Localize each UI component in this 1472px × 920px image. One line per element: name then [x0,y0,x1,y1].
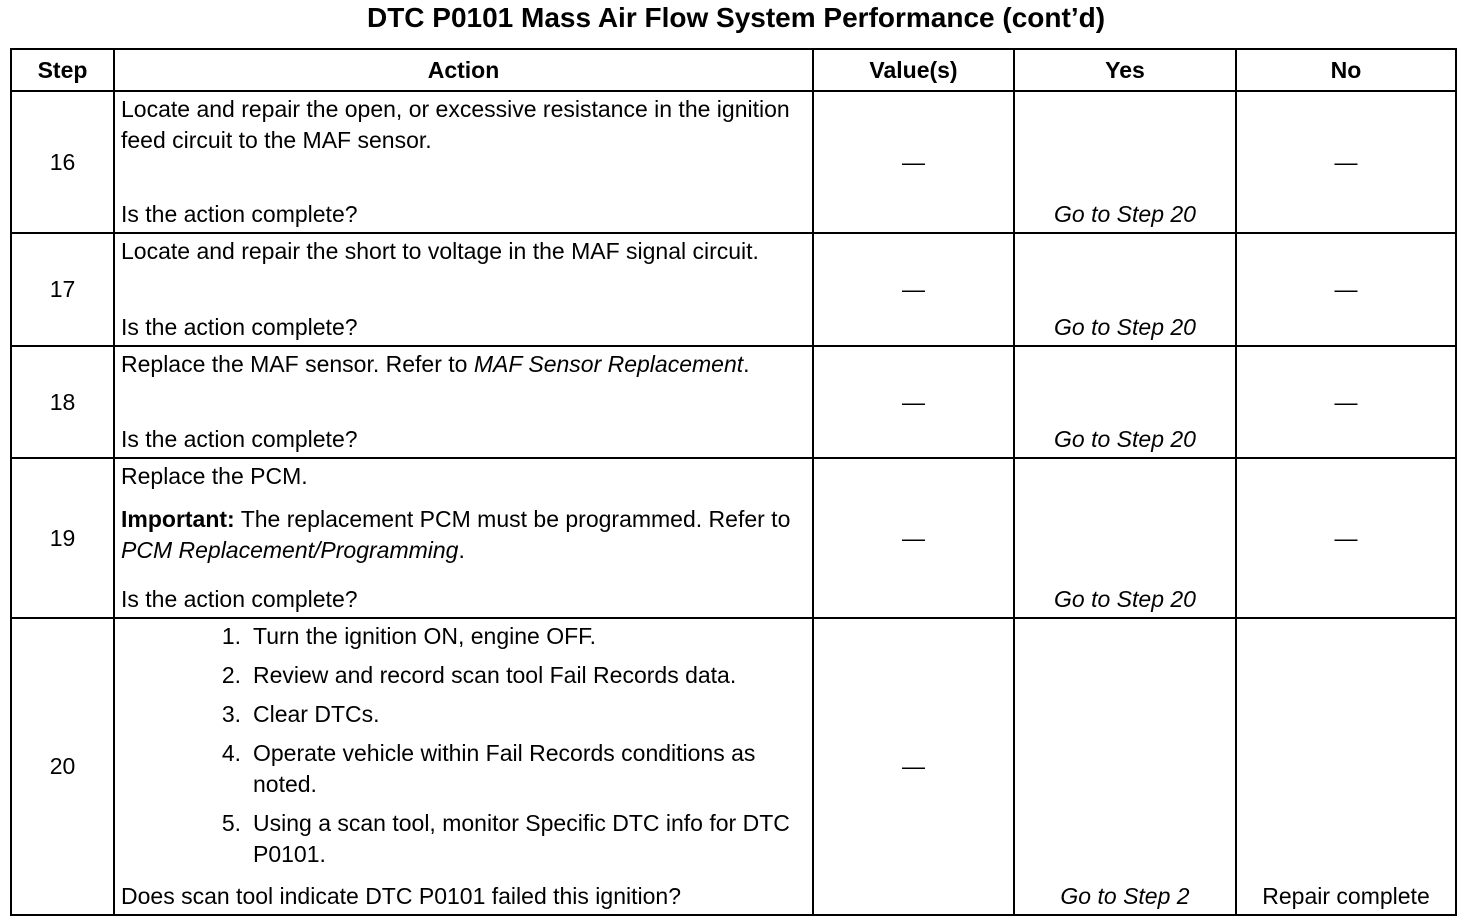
paragraph: Important: The replacement PCM must be p… [121,504,806,566]
text-run: The replacement PCM must be programmed. … [234,506,791,532]
action-cell: Replace the PCM. Important: The replaceme… [113,457,814,619]
list-item: 1. Turn the ignition ON, engine OFF. [181,621,806,652]
action-cell: 1. Turn the ignition ON, engine OFF. 2. Rev… [113,617,814,916]
item-text: Review and record scan tool Fail Records… [253,662,737,688]
paragraph: Replace the PCM. [121,461,806,492]
yes-cell: Go to Step 20 [1013,232,1237,347]
action-body: 1. Turn the ignition ON, engine OFF. 2. Rev… [121,621,806,878]
values-cell: — [812,90,1015,234]
text-run: . [458,537,465,563]
step-cell: 20 [10,617,115,916]
step-cell: 16 [10,90,115,234]
no-cell: Repair complete [1235,617,1457,916]
header-cell: Value(s) [812,48,1015,92]
question: Is the action complete? [121,426,358,452]
paragraph: Locate and repair the open, or excessive… [121,94,806,156]
item-number: 4. [221,740,241,766]
text-run: Replace the MAF sensor. Refer to [121,351,474,377]
action-body: Locate and repair the open, or excessive… [121,94,806,168]
action-cell: Locate and repair the open, or excessive… [113,90,814,234]
values-cell: — [812,232,1015,347]
text-run: Replace the PCM. [121,463,308,489]
action-body: Locate and repair the short to voltage i… [121,236,806,279]
item-number: 3. [221,701,241,727]
question: Does scan tool indicate DTC P0101 failed… [121,883,681,909]
item-text: Clear DTCs. [253,701,380,727]
text-run: Locate and repair the open, or excessive… [121,96,790,153]
values-cell: — [812,457,1015,619]
question: Is the action complete? [121,586,358,612]
yes-cell: Go to Step 20 [1013,345,1237,459]
item-text: Turn the ignition ON, engine OFF. [253,623,597,649]
text-run: . [743,351,750,377]
item-text: Using a scan tool, monitor Specific DTC … [253,810,790,867]
action-body: Replace the MAF sensor. Refer to MAF Sen… [121,349,806,392]
no-cell: — [1235,345,1457,459]
header-cell: Yes [1013,48,1237,92]
action-cell: Replace the MAF sensor. Refer to MAF Sen… [113,345,814,459]
no-cell: — [1235,90,1457,234]
step-cell: 18 [10,345,115,459]
yes-cell: Go to Step 20 [1013,457,1237,619]
question: Is the action complete? [121,314,358,340]
item-number: 2. [221,662,241,688]
item-text: Operate vehicle within Fail Records cond… [253,740,756,797]
list-item: 2. Review and record scan tool Fail Recor… [181,660,806,691]
list-item: 4. Operate vehicle within Fail Records co… [181,738,806,800]
header-cell: No [1235,48,1457,92]
step-cell: 17 [10,232,115,347]
step-cell: 19 [10,457,115,619]
values-cell: — [812,617,1015,916]
text-run: Important: [121,506,235,532]
item-number: 5. [221,810,241,836]
action-body: Replace the PCM. Important: The replaceme… [121,461,806,578]
list-item: 5. Using a scan tool, monitor Specific DT… [181,808,806,870]
paragraph: Locate and repair the short to voltage i… [121,236,806,267]
question: Is the action complete? [121,201,358,227]
yes-cell: Go to Step 20 [1013,90,1237,234]
header-cell: Action [113,48,814,92]
no-cell: — [1235,457,1457,619]
values-cell: — [812,345,1015,459]
paragraph: Replace the MAF sensor. Refer to MAF Sen… [121,349,806,380]
header-cell: Step [10,48,115,92]
no-cell: — [1235,232,1457,347]
text-run: PCM Replacement/Programming [121,537,459,563]
action-cell: Locate and repair the short to voltage i… [113,232,814,347]
page-title: DTC P0101 Mass Air Flow System Performan… [366,2,1106,33]
item-number: 1. [221,623,241,649]
list-item: 3. Clear DTCs. [181,699,806,730]
text-run: Locate and repair the short to voltage i… [121,238,759,264]
text-run: MAF Sensor Replacement [473,351,744,377]
yes-cell: Go to Step 2 [1013,617,1237,916]
